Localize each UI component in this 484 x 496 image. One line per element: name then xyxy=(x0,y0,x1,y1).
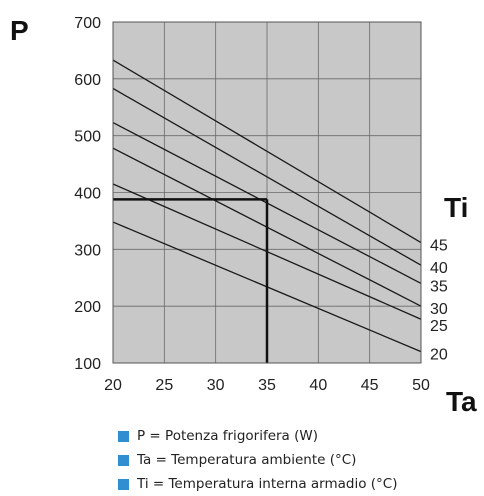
example-guide xyxy=(113,198,269,363)
x-tick-label: 50 xyxy=(412,377,430,394)
x-tick-label: 40 xyxy=(309,377,327,394)
y-tick-label: 200 xyxy=(74,299,101,316)
x-tick-label: 35 xyxy=(258,377,276,394)
x-tick-label: 45 xyxy=(361,377,379,394)
y-tick-label: 100 xyxy=(74,356,101,373)
x-tick-labels: 20 25 30 35 40 45 50 xyxy=(104,377,430,394)
series-title: Ti xyxy=(444,192,468,223)
x-tick-label: 20 xyxy=(104,377,122,394)
y-tick-label: 300 xyxy=(74,242,101,259)
y-tick-label: 500 xyxy=(74,129,101,146)
legend-item: Ti = Temperatura interna armadio (°C) xyxy=(118,472,397,496)
series-label-35: 35 xyxy=(430,278,448,295)
legend-text: Ta = Temperatura ambiente (°C) xyxy=(137,452,357,468)
series-label-45: 45 xyxy=(430,238,448,255)
y-axis-label: P xyxy=(10,15,29,46)
series-label-20: 20 xyxy=(430,347,448,364)
plot-frame xyxy=(112,21,422,364)
y-tick-label: 400 xyxy=(74,186,101,203)
series-label-40: 40 xyxy=(430,260,448,277)
legend-text: P = Potenza frigorifera (W) xyxy=(137,428,318,444)
y-tick-label: 600 xyxy=(74,72,101,89)
x-tick-label: 30 xyxy=(207,377,225,394)
series-line-45 xyxy=(112,59,422,244)
legend-item: P = Potenza frigorifera (W) xyxy=(118,424,397,448)
x-tick-label: 25 xyxy=(155,377,173,394)
series-line-40 xyxy=(112,87,422,266)
legend-text: Ti = Temperatura interna armadio (°C) xyxy=(137,476,398,492)
y-tick-labels: 100 200 300 400 500 600 700 xyxy=(74,15,101,373)
series-label-30: 30 xyxy=(430,301,448,318)
x-axis-label: Ta xyxy=(446,386,477,417)
legend-swatch xyxy=(118,454,129,466)
series-label-25: 25 xyxy=(430,318,448,335)
legend-item: Ta = Temperatura ambiente (°C) xyxy=(118,448,397,472)
legend-swatch xyxy=(118,478,129,490)
y-tick-label: 700 xyxy=(74,15,101,32)
legend-swatch xyxy=(118,430,129,442)
legend: P = Potenza frigorifera (W) Ta = Tempera… xyxy=(118,424,397,496)
